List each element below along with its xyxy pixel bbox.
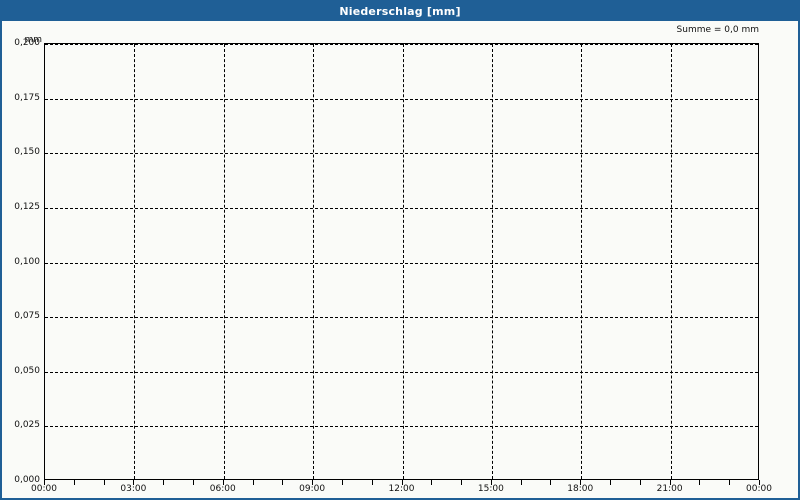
x-axis-time-label: 15:00 — [477, 484, 504, 494]
x-axis-time-label: 12:00 — [388, 484, 415, 494]
y-axis-tick-label: 0,000 — [14, 475, 40, 485]
gridline-vertical — [581, 44, 583, 479]
x-axis-time-label: 18:00 — [567, 484, 594, 494]
y-axis-tick-label: 0,125 — [14, 201, 40, 212]
x-axis-tick-mark — [490, 480, 492, 485]
x-axis-tick-mark — [341, 480, 343, 485]
gridline-vertical — [134, 44, 136, 479]
bar-series — [45, 44, 758, 479]
x-axis-time-label: 09:00 — [299, 484, 326, 494]
x-axis-tick-mark — [312, 480, 314, 485]
x-axis-tick-mark — [729, 480, 731, 485]
x-axis-tick-mark — [192, 480, 194, 485]
gridline-vertical — [491, 44, 493, 479]
x-axis-tick-mark — [639, 480, 641, 485]
gridline-horizontal — [45, 207, 758, 209]
x-axis-tick-mark — [103, 480, 105, 485]
y-axis-unit-label: mm — [24, 35, 42, 45]
x-axis-tick-mark — [133, 480, 135, 485]
y-axis-tick-label: 0,175 — [14, 92, 40, 103]
summary-annotation: Summe = 0,0 mm — [676, 25, 759, 35]
x-axis-tick-mark — [461, 480, 463, 485]
gridline-vertical — [670, 44, 672, 479]
y-axis-tick-label: 0,200 — [14, 38, 40, 48]
y-axis-tick-label: 0,025 — [14, 420, 40, 431]
y-axis-tick-label: 0,100 — [14, 256, 40, 267]
x-axis-tick-mark — [222, 480, 224, 485]
window-title-bar: Niederschlag [mm] — [2, 2, 798, 21]
x-axis-tick-mark — [431, 480, 433, 485]
x-axis-time-label: 00:00 — [31, 484, 57, 494]
x-axis-time-label: 21:00 — [656, 484, 683, 494]
gridline-horizontal — [45, 153, 758, 155]
x-axis-time-label: 00:00 — [746, 484, 772, 494]
x-axis-tick-mark — [252, 480, 254, 485]
x-axis-tick-mark — [371, 480, 373, 485]
gridline-horizontal — [45, 98, 758, 100]
x-axis-tick-mark — [580, 480, 582, 485]
x-axis-tick-mark — [401, 480, 403, 485]
plot-area — [44, 43, 759, 480]
x-axis-tick-mark — [44, 480, 45, 485]
gridline-vertical — [402, 44, 404, 479]
gridline-horizontal — [45, 317, 758, 319]
x-axis-tick-mark — [282, 480, 284, 485]
x-axis-tick-mark — [699, 480, 701, 485]
x-axis-tick-mark — [550, 480, 552, 485]
y-axis-tick-label: 0,075 — [14, 311, 40, 322]
chart-canvas: Summe = 0,0 mm mm 0,000 0,025 0,050 0,075 0,… — [2, 21, 798, 498]
x-axis-tick-mark — [73, 480, 75, 485]
x-axis-time-label: 06:00 — [209, 484, 236, 494]
x-axis-time-label: 03:00 — [120, 484, 147, 494]
gridline-horizontal — [45, 262, 758, 264]
gridline-horizontal — [45, 426, 758, 428]
gridline-vertical — [313, 44, 315, 479]
y-axis-tick-label: 0,050 — [14, 365, 40, 376]
gridline-vertical — [223, 44, 225, 479]
x-axis-tick-mark — [163, 480, 165, 485]
y-axis-tick-label: 0,150 — [14, 147, 40, 158]
x-axis-tick-mark — [669, 480, 671, 485]
x-axis-tick-mark — [520, 480, 522, 485]
gridline-horizontal — [45, 371, 758, 373]
x-axis-tick-mark — [610, 480, 612, 485]
x-axis-tick-mark — [759, 480, 760, 485]
gridline-horizontal — [45, 44, 758, 45]
